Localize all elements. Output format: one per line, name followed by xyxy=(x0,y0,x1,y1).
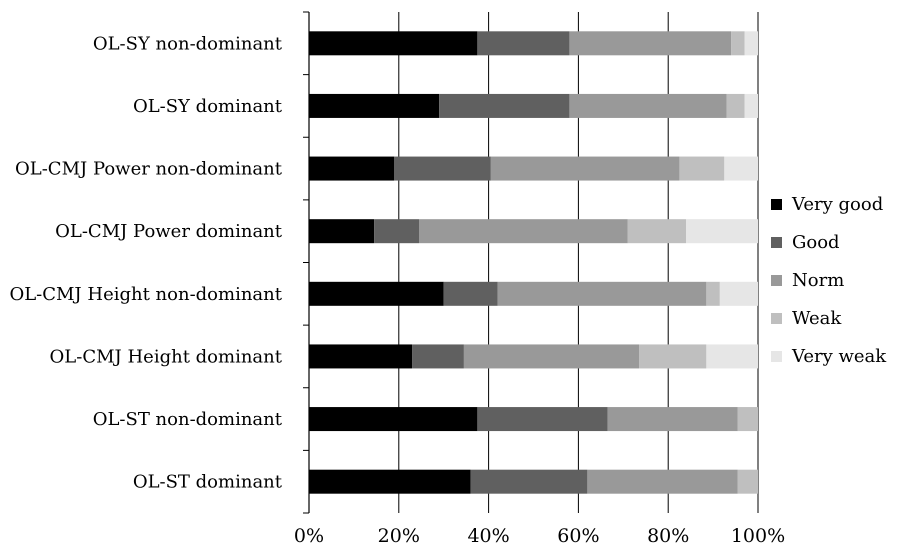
category-label: OL-SY non-dominant xyxy=(93,33,283,54)
legend-label: Very weak xyxy=(791,346,887,367)
category-label: OL-CMJ Height dominant xyxy=(50,346,283,367)
bar-segment xyxy=(374,219,420,244)
bar-segment xyxy=(394,156,491,181)
bar-segment xyxy=(463,344,640,369)
legend-label: Weak xyxy=(792,308,842,329)
bar-segment xyxy=(309,219,375,244)
category-label: OL-ST dominant xyxy=(133,472,283,493)
category-label: OL-ST non-dominant xyxy=(93,409,283,430)
bar-segment xyxy=(309,31,478,56)
bar-segment xyxy=(477,407,608,432)
legend-swatch xyxy=(771,313,782,324)
bar-segment xyxy=(443,281,498,306)
bar-segment xyxy=(309,469,471,494)
bar-segment xyxy=(706,281,720,306)
bar-segment xyxy=(569,31,732,56)
legend-swatch xyxy=(771,237,782,248)
legend-swatch xyxy=(771,275,782,286)
bar-segment xyxy=(412,344,464,369)
bar-segment xyxy=(587,469,738,494)
legend-label: Good xyxy=(792,232,840,253)
x-tick-label: 80% xyxy=(647,525,689,547)
bar-segment xyxy=(497,281,707,306)
legend: Very good Good Norm Weak Very weak xyxy=(771,194,887,367)
x-tick-label: 20% xyxy=(378,525,420,547)
x-tick-label: 60% xyxy=(557,525,599,547)
bar-segment xyxy=(724,156,758,181)
legend-swatch xyxy=(771,351,782,362)
bar-segment xyxy=(719,281,758,306)
bar-segment xyxy=(706,344,758,369)
bar-segment xyxy=(439,93,570,118)
bar-segment xyxy=(470,469,588,494)
x-tick-label: 0% xyxy=(294,525,324,547)
bar-segment xyxy=(309,344,413,369)
category-label: OL-CMJ Power dominant xyxy=(55,221,283,242)
axes xyxy=(303,11,310,514)
bar-segment xyxy=(309,407,478,432)
category-label: OL-SY dominant xyxy=(133,96,283,117)
bar-segment xyxy=(477,31,570,56)
bar-segment xyxy=(309,93,440,118)
bar-segment xyxy=(737,469,758,494)
bar-segment xyxy=(419,219,628,244)
category-labels: OL-SY non-dominant OL-SY dominant OL-CMJ P… xyxy=(9,33,282,492)
bar-segment xyxy=(309,156,395,181)
bar-segment xyxy=(679,156,725,181)
legend-label: Very good xyxy=(791,194,883,215)
gridlines xyxy=(398,12,759,513)
bar-segment xyxy=(726,93,745,118)
bar-segment xyxy=(737,407,758,432)
category-label: OL-CMJ Power non-dominant xyxy=(15,159,283,180)
bar-segment xyxy=(490,156,680,181)
bar-segment xyxy=(309,281,444,306)
bar-segment xyxy=(731,31,745,56)
x-tick-label: 40% xyxy=(467,525,509,547)
bar-segment xyxy=(639,344,707,369)
x-tick-labels: 0% 20% 40% 60% 80% 100% xyxy=(294,525,785,547)
legend-label: Norm xyxy=(792,270,844,291)
bar-segment xyxy=(627,219,687,244)
bar-segment xyxy=(607,407,738,432)
category-label: OL-CMJ Height non-dominant xyxy=(9,284,282,305)
bar-segment xyxy=(744,31,758,56)
x-tick-label: 100% xyxy=(731,525,785,547)
bar-segment xyxy=(686,219,758,244)
bar-segment xyxy=(744,93,758,118)
bars xyxy=(309,31,758,494)
bar-segment xyxy=(569,93,727,118)
legend-swatch xyxy=(771,199,782,210)
